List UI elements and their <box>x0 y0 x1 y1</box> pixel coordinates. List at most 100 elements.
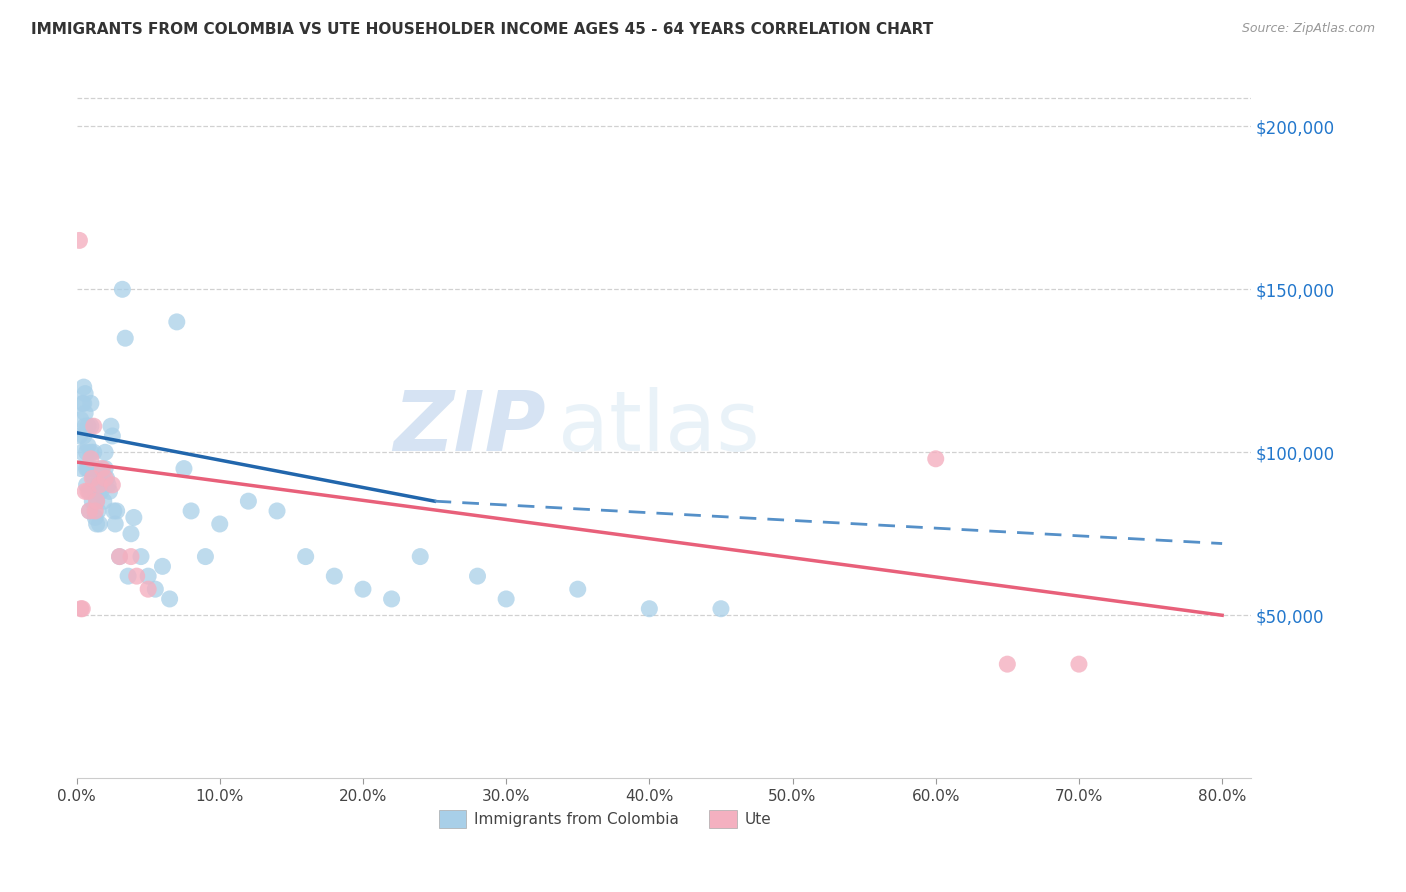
Point <box>94 461 117 475</box>
Point <box>93 494 115 508</box>
Point <box>87 504 110 518</box>
Point <box>79 484 101 499</box>
Point <box>70 601 93 615</box>
Point <box>80 445 103 459</box>
Point <box>94 445 117 459</box>
Point <box>173 461 195 475</box>
Point <box>94 471 117 485</box>
Point <box>87 478 110 492</box>
Point <box>89 516 111 531</box>
Point <box>84 510 107 524</box>
Point <box>75 386 97 401</box>
Point <box>77 461 100 475</box>
Point <box>79 504 101 518</box>
Point <box>91 471 114 485</box>
Point <box>96 471 118 485</box>
Point <box>98 484 121 499</box>
Point <box>352 582 374 597</box>
Point <box>143 582 166 597</box>
Point <box>73 429 96 443</box>
Point <box>101 429 124 443</box>
Point <box>83 419 105 434</box>
Point <box>114 331 136 345</box>
Point <box>152 559 174 574</box>
Point <box>89 471 111 485</box>
Point <box>76 445 98 459</box>
Point <box>294 549 316 564</box>
Point <box>75 406 97 420</box>
Point <box>84 484 107 499</box>
Point <box>166 315 188 329</box>
Point <box>111 282 134 296</box>
Point <box>180 504 202 518</box>
Point <box>104 516 127 531</box>
Point <box>83 471 105 485</box>
Point <box>323 569 346 583</box>
Point <box>238 494 260 508</box>
Point <box>136 569 159 583</box>
Point <box>117 569 139 583</box>
Point <box>120 526 142 541</box>
Point <box>129 549 152 564</box>
Point <box>710 601 733 615</box>
Point <box>995 657 1018 672</box>
Point <box>84 504 107 518</box>
Point <box>90 461 112 475</box>
Point <box>86 494 108 508</box>
Point <box>77 419 100 434</box>
Point <box>100 419 122 434</box>
Point <box>1067 657 1090 672</box>
Point <box>72 601 94 615</box>
Point <box>75 419 97 434</box>
Point <box>73 380 96 394</box>
Point <box>266 504 288 518</box>
Point <box>159 591 181 606</box>
Point <box>80 396 103 410</box>
Point <box>108 549 131 564</box>
Point <box>83 445 105 459</box>
Point <box>80 419 103 434</box>
Point <box>79 461 101 475</box>
Point <box>82 471 104 485</box>
Point <box>91 461 114 475</box>
Point <box>67 234 90 248</box>
Text: atlas: atlas <box>558 387 759 468</box>
Point <box>101 478 124 492</box>
Point <box>70 412 93 426</box>
Text: Source: ZipAtlas.com: Source: ZipAtlas.com <box>1241 22 1375 36</box>
Text: ZIP: ZIP <box>394 387 547 468</box>
Point <box>136 582 159 597</box>
Legend: Immigrants from Colombia, Ute: Immigrants from Colombia, Ute <box>433 804 778 834</box>
Point <box>67 429 90 443</box>
Point <box>638 601 661 615</box>
Point <box>72 396 94 410</box>
Point <box>97 478 120 492</box>
Point <box>72 445 94 459</box>
Point <box>103 504 125 518</box>
Point <box>925 451 948 466</box>
Point <box>381 591 404 606</box>
Point <box>89 478 111 492</box>
Point <box>82 494 104 508</box>
Point <box>208 516 231 531</box>
Point <box>73 396 96 410</box>
Point <box>76 478 98 492</box>
Point <box>409 549 432 564</box>
Point <box>194 549 217 564</box>
Point <box>120 549 142 564</box>
Point <box>86 516 108 531</box>
Point <box>108 549 131 564</box>
Point <box>70 461 93 475</box>
Point <box>79 504 101 518</box>
Point <box>77 439 100 453</box>
Point <box>495 591 517 606</box>
Point <box>105 504 128 518</box>
Point <box>76 461 98 475</box>
Point <box>75 484 97 499</box>
Point <box>125 569 148 583</box>
Point <box>82 461 104 475</box>
Point <box>122 510 145 524</box>
Point <box>467 569 489 583</box>
Point <box>567 582 589 597</box>
Point <box>80 451 103 466</box>
